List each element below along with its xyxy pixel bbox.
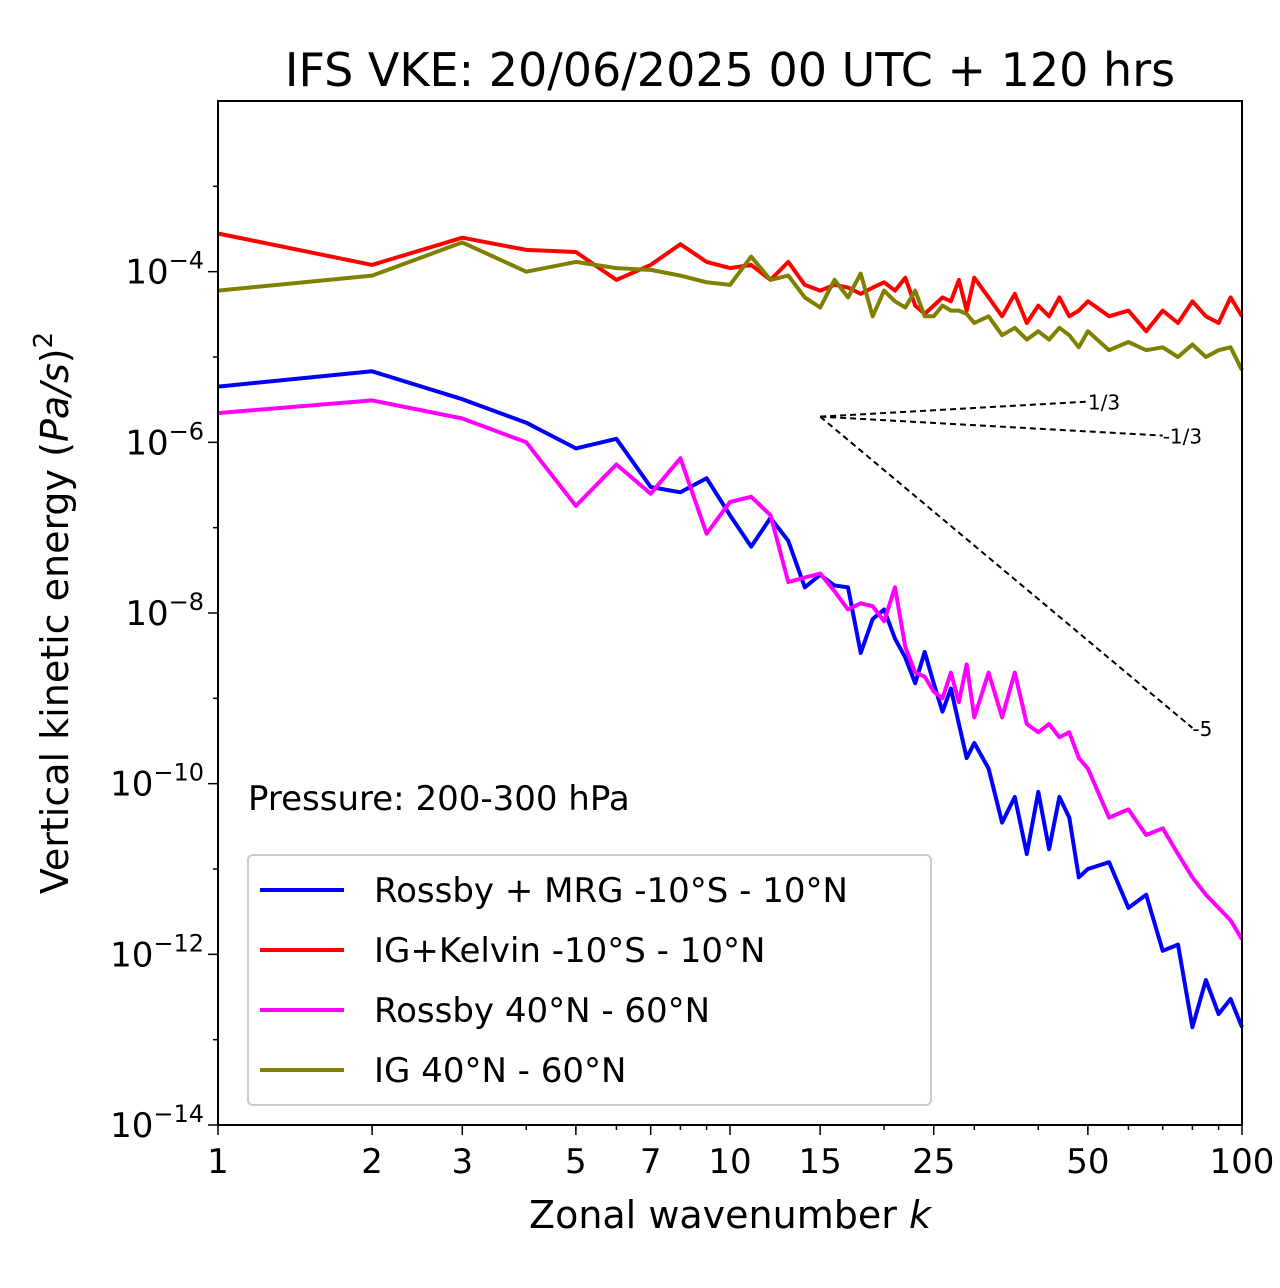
y-axis-label: Vertical kinetic energy (Pa/s)2 (29, 332, 77, 894)
y-axis: 10−14 10−12 10−10 10−8 10−6 10−4 (110, 185, 218, 1146)
x-tick-label: 100 (1210, 1142, 1275, 1182)
legend-label: Rossby + MRG -10°S - 10°N (374, 871, 848, 911)
x-tick-label: 10 (708, 1142, 751, 1182)
reference-line-label: 1/3 (1088, 391, 1120, 415)
plot-area: 1/3 -1/3 -5 (217, 231, 1244, 1030)
x-tick-label: 25 (912, 1142, 955, 1182)
legend: Rossby + MRG -10°S - 10°N IG+Kelvin -10°S… (247, 854, 932, 1106)
series-line-1 (217, 231, 1244, 334)
legend-label: IG+Kelvin -10°S - 10°N (374, 931, 765, 971)
reference-line-label: -5 (1192, 717, 1212, 741)
x-axis-label-italic: k (909, 1193, 933, 1237)
x-tick-label: 7 (640, 1142, 662, 1182)
y-tick-label: 10−8 (125, 588, 204, 634)
x-tick-label: 50 (1066, 1142, 1109, 1182)
legend-label: IG 40°N - 60°N (374, 1051, 626, 1091)
y-axis-label-sup: 2 (29, 332, 59, 349)
series-line-3 (217, 240, 1244, 372)
reference-line-1 (820, 415, 1163, 437)
x-tick-label: 2 (361, 1142, 383, 1182)
reference-line-2 (819, 415, 1194, 729)
y-tick-label: 10−4 (125, 247, 204, 293)
series-line-2 (217, 398, 1244, 941)
y-tick-label: 10−12 (110, 929, 204, 975)
x-tick-label: 1 (207, 1142, 229, 1182)
y-axis-label-italic: Pa/s (33, 363, 77, 442)
x-tick-label: 5 (565, 1142, 587, 1182)
y-tick-label: 10−14 (110, 1100, 204, 1146)
legend-frame (247, 854, 932, 1106)
y-tick-label: 10−6 (125, 417, 204, 463)
x-axis: 1 2 3 5 7 10 15 25 50 100 (207, 1125, 1274, 1182)
pressure-annotation: Pressure: 200-300 hPa (248, 779, 630, 819)
chart-title: IFS VKE: 20/06/2025 00 UTC + 120 hrs (285, 43, 1175, 97)
x-tick-label: 15 (799, 1142, 842, 1182)
y-axis-label-close: ) (33, 348, 77, 363)
x-axis-label-text: Zonal wavenumber (529, 1193, 909, 1237)
reference-line-label: -1/3 (1163, 425, 1202, 449)
legend-label: Rossby 40°N - 60°N (374, 991, 710, 1031)
reference-line-0 (820, 400, 1088, 418)
x-axis-label: Zonal wavenumber k (529, 1193, 933, 1237)
y-axis-label-text: Vertical kinetic energy ( (33, 442, 77, 894)
x-tick-label: 3 (451, 1142, 473, 1182)
y-tick-label: 10−10 (110, 759, 204, 805)
